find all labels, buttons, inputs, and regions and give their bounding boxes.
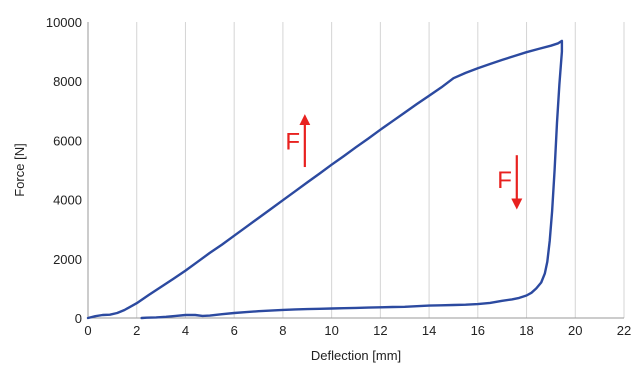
- x-tick-label: 4: [182, 323, 189, 338]
- y-tick-label: 10000: [46, 15, 82, 30]
- x-tick-label: 16: [471, 323, 485, 338]
- x-tick-label: 22: [617, 323, 631, 338]
- x-tick-label: 2: [133, 323, 140, 338]
- x-tick-label: 8: [279, 323, 286, 338]
- y-tick-label: 2000: [53, 252, 82, 267]
- annotations-group: FF: [285, 114, 523, 210]
- force-annotation-label: F: [497, 167, 512, 194]
- x-tick-label: 12: [373, 323, 387, 338]
- x-tick-label: 20: [568, 323, 582, 338]
- axes: [87, 22, 624, 319]
- series-line: [86, 39, 564, 320]
- x-tick-label: 18: [519, 323, 533, 338]
- x-tick-label: 0: [84, 323, 91, 338]
- y-tick-label: 0: [75, 311, 82, 326]
- x-tick-label: 10: [324, 323, 338, 338]
- y-tick-labels: 0 2000 4000 6000 8000 10000: [46, 15, 82, 326]
- grid-lines: [87, 22, 625, 318]
- x-tick-label: 14: [422, 323, 436, 338]
- force-annotation-label: F: [285, 128, 300, 155]
- y-tick-label: 4000: [53, 193, 82, 208]
- series-group: [86, 39, 564, 320]
- y-axis-label: Force [N]: [12, 143, 27, 196]
- x-tick-label: 6: [231, 323, 238, 338]
- x-tick-labels: 0 2 4 6 8 10 12 14 16 18 20 22: [84, 323, 631, 338]
- y-tick-label: 6000: [53, 133, 82, 148]
- x-axis-label: Deflection [mm]: [311, 348, 401, 363]
- y-tick-label: 8000: [53, 74, 82, 89]
